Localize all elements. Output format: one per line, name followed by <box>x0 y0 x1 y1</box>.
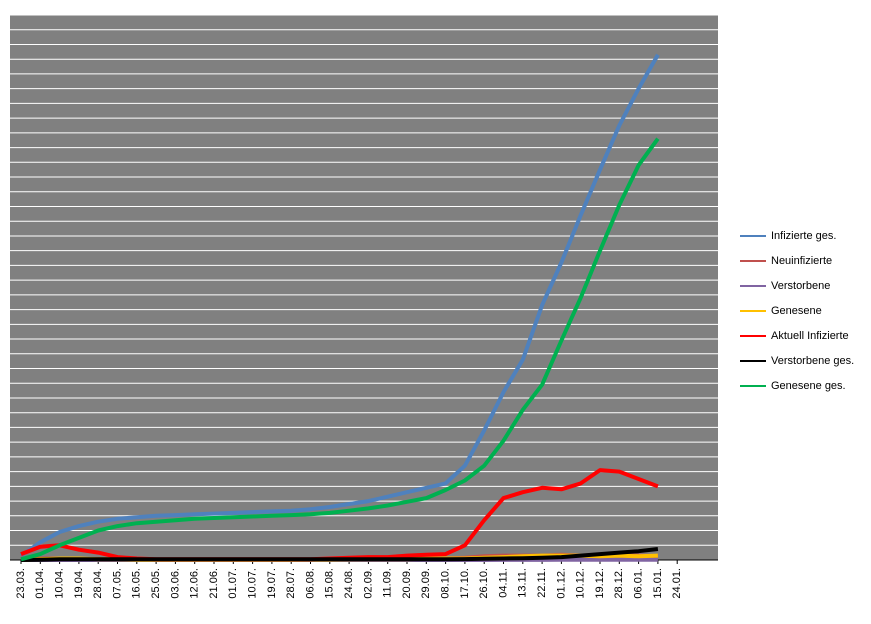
series-line <box>20 547 659 562</box>
x-tick-label: 12.06. <box>189 568 201 599</box>
x-tick-label: 13.11. <box>517 568 529 598</box>
x-tick-label: 23.03. <box>15 568 27 599</box>
legend-label: Infizierte ges. <box>771 230 836 242</box>
x-tick-label: 20.09. <box>401 568 413 599</box>
legend-label: Verstorbene ges. <box>771 355 854 367</box>
x-tick-label: 04.11. <box>497 568 509 598</box>
x-tick-label: 11.09. <box>382 568 394 598</box>
legend-label: Genesene <box>771 305 822 317</box>
x-tick-label: 28.12. <box>613 568 625 599</box>
x-tick-label: 15.08. <box>324 568 336 599</box>
x-tick-label: 24.08. <box>343 568 355 599</box>
plot-area <box>10 15 718 560</box>
x-tick-label: 24.01. <box>671 568 683 599</box>
x-tick-label: 01.12. <box>555 568 567 599</box>
x-tick-label: 08.10. <box>440 568 452 599</box>
x-tick-label: 22.11. <box>536 568 548 598</box>
series-line <box>20 137 660 562</box>
x-tick-label: 10.12. <box>575 568 587 599</box>
x-tick-label: 10.07. <box>247 568 259 599</box>
x-tick-label: 03.06. <box>169 568 181 599</box>
x-tick-label: 28.07. <box>285 568 297 599</box>
x-tick-label: 10.04. <box>54 568 66 599</box>
x-tick-label: 21.06. <box>208 568 220 599</box>
legend-label: Aktuell Infizierte <box>771 330 849 342</box>
x-tick-label: 01.07. <box>227 568 239 599</box>
legend-label: Verstorbene <box>771 280 830 292</box>
x-tick-label: 28.04. <box>92 568 104 599</box>
x-tick-label: 19.12. <box>594 568 606 599</box>
x-tick-label: 01.04. <box>34 568 46 599</box>
x-tick-label: 19.04. <box>73 568 85 599</box>
x-tick-label: 06.01. <box>633 568 645 599</box>
series-line <box>19 53 660 558</box>
x-tick-label: 06.08. <box>304 568 316 599</box>
x-tick-label: 25.05. <box>150 568 162 599</box>
x-tick-label: 29.09. <box>420 568 432 599</box>
x-tick-label: 02.09. <box>362 568 374 599</box>
legend-label: Neuinfizierte <box>771 255 832 267</box>
legend-label: Genesene ges. <box>771 380 846 392</box>
x-tick-label: 19.07. <box>266 568 278 599</box>
x-tick-label: 26.10. <box>478 568 490 599</box>
x-tick-label: 16.05. <box>131 568 143 599</box>
x-tick-label: 15.01. <box>652 568 664 599</box>
x-tick-label: 07.05. <box>111 568 123 599</box>
x-tick-label: 17.10. <box>459 568 471 599</box>
